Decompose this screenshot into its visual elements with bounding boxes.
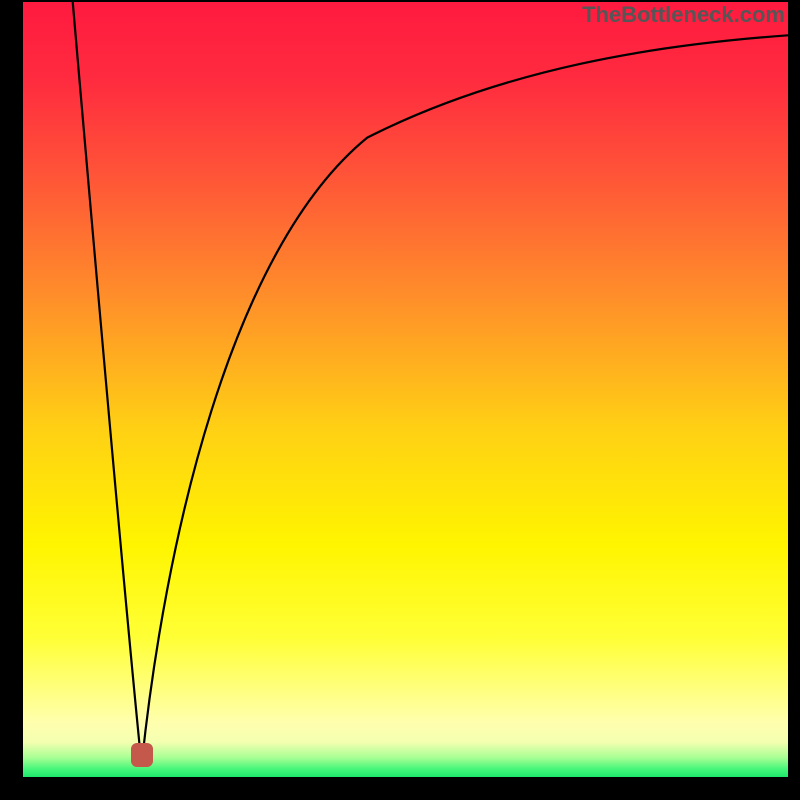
bottleneck-curve xyxy=(23,2,788,777)
plot-area xyxy=(23,2,788,777)
optimal-point-marker xyxy=(131,743,153,767)
watermark-text: TheBottleneck.com xyxy=(582,2,785,28)
chart-frame: TheBottleneck.com xyxy=(0,0,800,800)
curve-path xyxy=(73,2,788,765)
